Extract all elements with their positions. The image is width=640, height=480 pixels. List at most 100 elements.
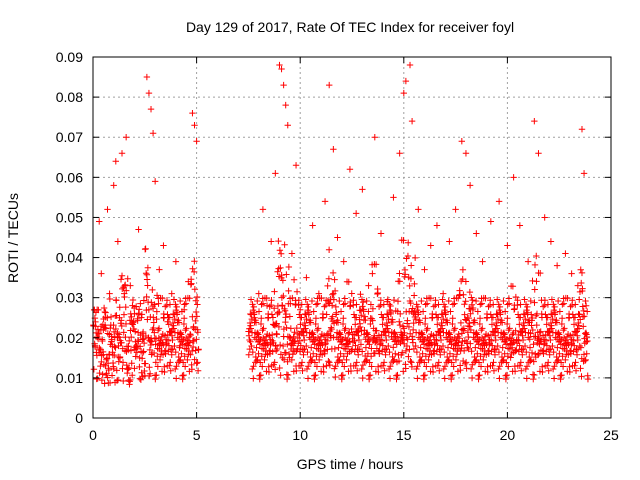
data-point <box>194 329 202 336</box>
data-point <box>276 341 284 349</box>
data-point <box>433 337 440 345</box>
data-point <box>140 339 148 347</box>
data-point <box>180 371 187 379</box>
data-point <box>340 258 347 265</box>
data-point <box>578 279 585 287</box>
data-point <box>134 317 141 324</box>
data-point <box>142 245 149 252</box>
data-point <box>466 323 473 330</box>
data-point <box>562 356 569 364</box>
data-point <box>409 339 417 346</box>
data-point <box>257 320 265 328</box>
data-point <box>402 271 409 278</box>
data-point <box>168 351 175 358</box>
data-point <box>353 329 361 336</box>
data-point <box>255 308 263 315</box>
data-point <box>532 333 539 340</box>
data-point <box>395 357 403 365</box>
data-point <box>145 89 153 97</box>
data-point <box>460 347 468 354</box>
data-point <box>364 350 372 357</box>
data-point <box>312 371 319 379</box>
data-point <box>310 350 317 357</box>
data-point <box>553 319 561 326</box>
data-point <box>139 336 146 343</box>
data-point <box>457 366 464 374</box>
data-point <box>323 337 331 345</box>
data-point <box>380 314 387 321</box>
data-point <box>153 371 160 379</box>
data-point <box>421 266 428 273</box>
data-point <box>144 282 151 289</box>
data-point <box>160 242 167 249</box>
data-point <box>120 311 128 318</box>
data-point <box>161 332 169 339</box>
data-point <box>375 368 382 376</box>
data-point <box>133 349 141 356</box>
data-point <box>167 359 174 366</box>
data-point <box>475 375 482 383</box>
y-tick-label: 0.08 <box>56 89 83 105</box>
data-point <box>407 275 415 282</box>
data-point <box>248 342 255 350</box>
data-point <box>187 331 194 339</box>
data-point <box>467 365 475 373</box>
data-point <box>367 320 374 328</box>
data-point <box>260 325 267 332</box>
data-point <box>95 330 103 337</box>
data-point <box>185 342 192 349</box>
data-point <box>467 340 474 347</box>
data-point <box>292 162 300 169</box>
data-point <box>549 315 556 323</box>
data-point <box>193 138 200 145</box>
data-point <box>247 325 255 332</box>
data-point <box>284 371 292 379</box>
data-point <box>297 321 304 328</box>
data-point <box>476 336 483 343</box>
data-point <box>457 319 465 327</box>
data-point <box>248 315 255 323</box>
data-point <box>422 353 430 360</box>
data-point <box>283 375 291 383</box>
data-point <box>334 234 341 241</box>
data-point <box>173 375 180 382</box>
data-point <box>116 334 123 341</box>
data-point <box>576 342 583 350</box>
data-point <box>330 146 337 153</box>
data-point <box>415 206 422 213</box>
data-point <box>437 336 445 344</box>
data-point <box>305 303 312 311</box>
data-point <box>181 301 188 308</box>
data-point <box>439 290 447 297</box>
data-point <box>560 300 568 307</box>
data-point <box>479 325 486 332</box>
data-point <box>335 330 343 337</box>
data-point <box>448 375 455 383</box>
data-point <box>473 356 480 364</box>
data-point <box>572 329 579 336</box>
data-point <box>349 339 357 346</box>
data-point <box>531 286 538 293</box>
data-point <box>345 330 352 338</box>
data-point <box>154 363 162 370</box>
data-point <box>127 327 134 334</box>
data-point <box>516 321 523 328</box>
data-point <box>502 337 509 345</box>
data-point <box>347 367 355 375</box>
data-point <box>142 270 150 277</box>
data-point <box>540 303 547 310</box>
data-point <box>101 321 109 329</box>
data-point <box>164 318 171 325</box>
data-point <box>311 375 318 383</box>
data-point <box>536 329 543 336</box>
data-point <box>308 344 315 351</box>
data-point <box>124 366 132 373</box>
data-point <box>256 337 263 345</box>
data-point <box>353 301 360 308</box>
data-point <box>186 339 194 346</box>
data-point <box>338 337 345 345</box>
data-point <box>358 312 365 319</box>
data-point <box>339 359 346 366</box>
data-point <box>283 271 290 278</box>
data-point <box>190 268 198 276</box>
